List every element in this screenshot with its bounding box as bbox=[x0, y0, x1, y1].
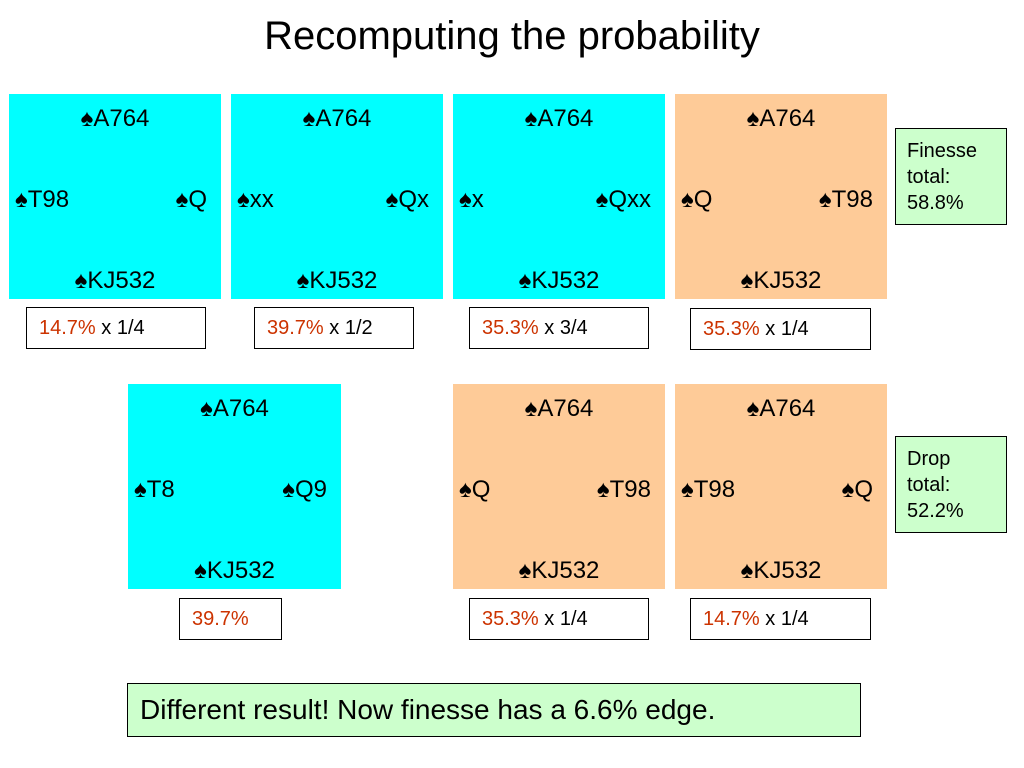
east-hand: ♠Qxx bbox=[595, 186, 651, 213]
probability-percent: 35.3% bbox=[703, 318, 760, 340]
probability-multiplier: x 1/4 bbox=[759, 318, 809, 340]
probability-percent: 14.7% bbox=[39, 317, 96, 339]
north-hand: ♠A764 bbox=[746, 105, 816, 132]
probability-multiplier: x 1/4 bbox=[759, 608, 809, 630]
north-hand: ♠A764 bbox=[524, 395, 594, 422]
probability-box-1: 14.7% x 1/4 bbox=[26, 307, 206, 349]
probability-multiplier: x 1/4 bbox=[538, 608, 588, 630]
drop-total-value: 52.2% bbox=[907, 500, 964, 522]
east-hand: ♠Qx bbox=[385, 186, 429, 213]
deal-diagram-2: ♠A764 ♠xx ♠Qx ♠KJ532 bbox=[231, 94, 443, 299]
probability-multiplier: x 1/2 bbox=[323, 317, 373, 339]
deal-diagram-5: ♠A764 ♠T8 ♠Q9 ♠KJ532 bbox=[128, 384, 341, 589]
finesse-total-value: 58.8% bbox=[907, 192, 964, 214]
south-hand: ♠KJ532 bbox=[74, 267, 156, 294]
west-hand: ♠xx bbox=[237, 186, 274, 213]
probability-box-4: 35.3% x 1/4 bbox=[690, 308, 871, 350]
probability-box-6: 35.3% x 1/4 bbox=[469, 598, 649, 640]
north-hand: ♠A764 bbox=[302, 105, 372, 132]
probability-percent: 35.3% bbox=[482, 317, 539, 339]
conclusion-box: Different result! Now finesse has a 6.6%… bbox=[127, 683, 861, 737]
probability-percent: 39.7% bbox=[267, 317, 324, 339]
finesse-total-label-2: total: bbox=[907, 166, 951, 188]
south-hand: ♠KJ532 bbox=[194, 557, 275, 584]
north-hand: ♠A764 bbox=[524, 105, 594, 132]
finesse-total-label: Finesse bbox=[907, 140, 978, 162]
north-hand: ♠A764 bbox=[80, 105, 150, 132]
south-hand: ♠KJ532 bbox=[740, 557, 822, 584]
east-hand: ♠T98 bbox=[596, 476, 651, 503]
probability-box-3: 35.3% x 3/4 bbox=[469, 307, 649, 349]
probability-box-5: 39.7% bbox=[179, 598, 282, 640]
south-hand: ♠KJ532 bbox=[740, 267, 822, 294]
deal-diagram-1: ♠A764 ♠T98 ♠Q ♠KJ532 bbox=[9, 94, 221, 299]
north-hand: ♠A764 bbox=[200, 395, 269, 422]
drop-total-label-2: total: bbox=[907, 474, 951, 496]
deal-diagram-3: ♠A764 ♠x ♠Qxx ♠KJ532 bbox=[453, 94, 665, 299]
north-hand: ♠A764 bbox=[746, 395, 816, 422]
west-hand: ♠Q bbox=[459, 476, 491, 503]
probability-percent: 14.7% bbox=[703, 608, 760, 630]
deal-diagram-7: ♠A764 ♠T98 ♠Q ♠KJ532 bbox=[675, 384, 887, 589]
east-hand: ♠Q bbox=[841, 476, 873, 503]
south-hand: ♠KJ532 bbox=[296, 267, 378, 294]
probability-percent: 39.7% bbox=[192, 608, 249, 630]
probability-box-2: 39.7% x 1/2 bbox=[254, 307, 414, 349]
probability-box-7: 14.7% x 1/4 bbox=[690, 598, 871, 640]
west-hand: ♠x bbox=[459, 186, 484, 213]
south-hand: ♠KJ532 bbox=[518, 267, 600, 294]
drop-total-label: Drop bbox=[907, 448, 951, 470]
west-hand: ♠Q bbox=[681, 186, 713, 213]
deal-diagram-6: ♠A764 ♠Q ♠T98 ♠KJ532 bbox=[453, 384, 665, 589]
west-hand: ♠T98 bbox=[681, 476, 736, 503]
probability-multiplier: x 1/4 bbox=[95, 317, 145, 339]
east-hand: ♠T98 bbox=[818, 186, 873, 213]
west-hand: ♠T98 bbox=[15, 186, 70, 213]
slide-title: Recomputing the probability bbox=[264, 14, 760, 58]
east-hand: ♠Q bbox=[175, 186, 207, 213]
east-hand: ♠Q9 bbox=[282, 476, 327, 503]
south-hand: ♠KJ532 bbox=[518, 557, 600, 584]
drop-total-box: Drop total: 52.2% bbox=[895, 436, 1007, 533]
finesse-total-box: Finesse total: 58.8% bbox=[895, 128, 1007, 225]
deal-diagram-4: ♠A764 ♠Q ♠T98 ♠KJ532 bbox=[675, 94, 887, 299]
west-hand: ♠T8 bbox=[134, 476, 175, 503]
probability-multiplier: x 3/4 bbox=[538, 317, 588, 339]
probability-percent: 35.3% bbox=[482, 608, 539, 630]
